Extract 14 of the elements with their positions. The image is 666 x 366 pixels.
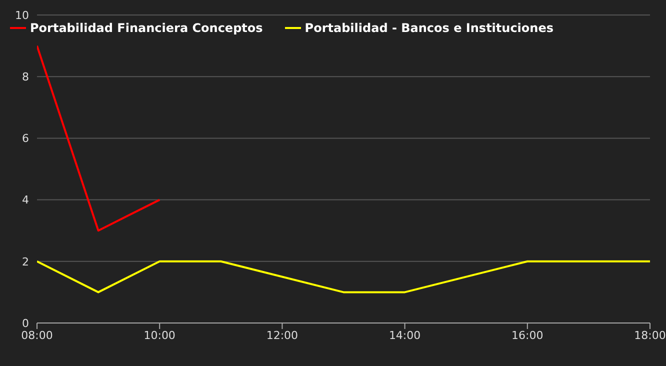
x-tick-label: 08:00 — [21, 328, 53, 342]
legend-label: Portabilidad - Bancos e Instituciones — [304, 21, 554, 35]
y-tick-label: 0 — [22, 316, 29, 330]
x-tick-label: 16:00 — [512, 328, 544, 342]
x-tick-label: 10:00 — [144, 328, 176, 342]
x-tick-label: 14:00 — [388, 328, 421, 342]
y-tick-label: 10 — [15, 8, 29, 22]
y-tick-label: 6 — [22, 132, 29, 146]
y-tick-label: 4 — [22, 194, 29, 207]
y-tick-label: 2 — [22, 255, 29, 268]
x-tick-label: 18:00 — [634, 328, 666, 342]
legend-label: Portabilidad Financiera Conceptos — [30, 21, 263, 35]
x-tick-label: 12:00 — [266, 328, 298, 342]
y-tick-label: 8 — [22, 70, 29, 84]
